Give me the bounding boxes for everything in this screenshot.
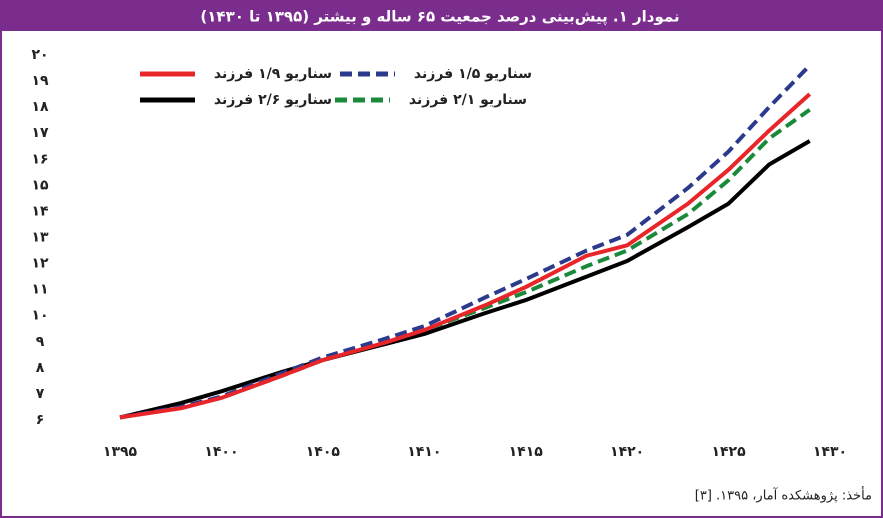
legend-label: سناریو ۲/۶ فرزند — [214, 92, 332, 108]
chart-title: نمودار ۱. پیش‌بینی درصد جمعیت ۶۵ ساله و … — [200, 8, 679, 27]
x-tick-label: ۱۴۰۰ — [204, 444, 238, 460]
y-tick-label: ۱۷ — [31, 125, 49, 141]
y-tick-label: ۹ — [36, 334, 45, 350]
y-tick-label: ۱۶ — [31, 151, 48, 167]
y-tick-label: ۱۲ — [31, 256, 49, 272]
title-bar — [1, 1, 882, 31]
y-tick-label: ۱۱ — [31, 282, 48, 298]
x-tick-label: ۱۴۱۰ — [407, 444, 441, 460]
y-tick-label: ۱۵ — [31, 177, 49, 193]
legend-label: سناریو ۱/۹ فرزند — [214, 66, 332, 82]
y-tick-label: ۲۰ — [31, 47, 48, 63]
y-tick-label: ۱۴ — [31, 203, 49, 219]
series-line — [119, 108, 811, 420]
series-line — [119, 92, 812, 420]
x-tick-label: ۱۴۳۰ — [813, 444, 847, 460]
x-tick-label: ۱۴۱۵ — [509, 444, 544, 460]
series-line — [119, 139, 811, 420]
legend-label: سناریو ۱/۵ فرزند — [414, 66, 532, 82]
y-tick-label: ۸ — [36, 360, 45, 376]
x-tick-label: ۱۳۹۵ — [103, 444, 138, 460]
x-tick-label: ۱۴۰۵ — [306, 444, 341, 460]
y-tick-label: ۶ — [36, 412, 45, 428]
y-tick-label: ۱۰ — [31, 308, 48, 324]
legend-label: سناریو ۲/۱ فرزند — [409, 92, 527, 108]
y-tick-label: ۱۳ — [31, 230, 49, 246]
y-tick-label: ۱۹ — [31, 73, 49, 89]
source: مأخذ: پژوهشکده آمار، ۱۳۹۵. [۳] — [695, 486, 872, 504]
y-tick-label: ۱۸ — [31, 99, 49, 115]
series-line — [119, 64, 812, 420]
x-tick-label: ۱۴۲۵ — [711, 444, 746, 460]
x-tick-label: ۱۴۲۰ — [610, 444, 644, 460]
y-tick-label: ۷ — [36, 386, 45, 402]
